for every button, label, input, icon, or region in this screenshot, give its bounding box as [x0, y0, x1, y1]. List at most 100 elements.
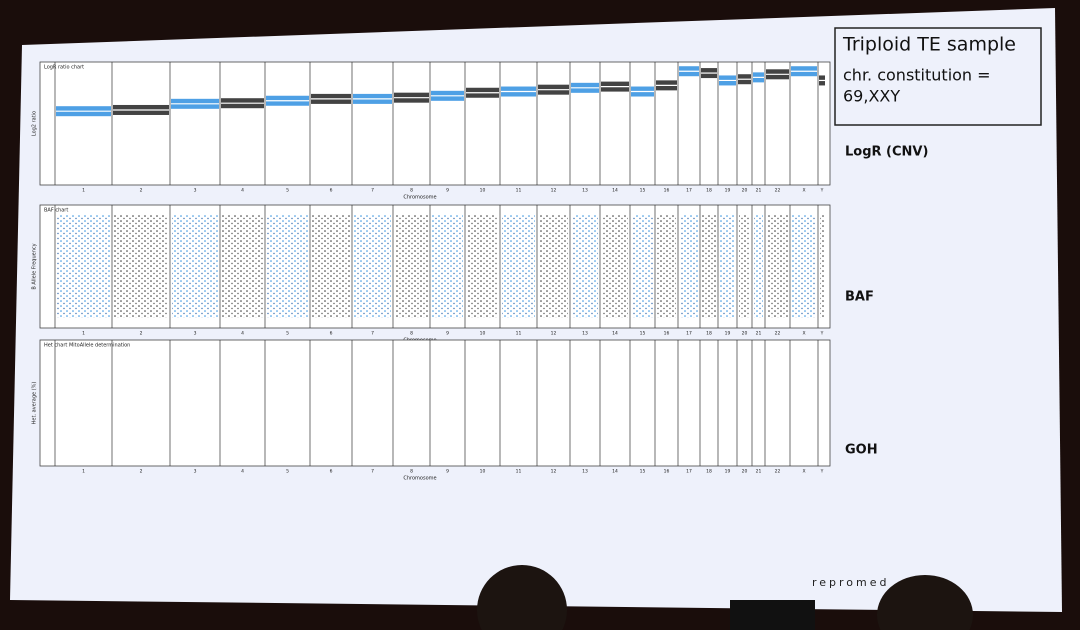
side-label: LogR (CNV) [845, 145, 928, 160]
x-axis-label: Chromosome [403, 476, 436, 482]
side-label: BAF [845, 290, 874, 305]
chromosome-label: 19 [725, 469, 731, 475]
chromosome-label: 8 [410, 188, 413, 194]
chromosome-label: 22 [775, 469, 781, 475]
chromosome-label: 2 [140, 188, 143, 194]
chromosome-label: 2 [140, 469, 143, 475]
chromosome-label: X [802, 188, 805, 194]
chromosome-label: X [802, 331, 805, 337]
chromosome-label: 19 [725, 331, 731, 337]
chromosome-label: 9 [446, 331, 449, 337]
chromosome-label: 21 [756, 469, 762, 475]
baf-texture [657, 215, 676, 318]
chromosome-label: 3 [194, 469, 197, 475]
chromosome-label: 6 [330, 469, 333, 475]
chromosome-label: 16 [664, 188, 670, 194]
y-axis-label: B Allele Frequency [32, 243, 38, 289]
panel-title: LogR ratio chart [44, 65, 84, 71]
baf-texture [820, 215, 824, 318]
chromosome-label: 6 [330, 331, 333, 337]
chromosome-label: 15 [640, 331, 646, 337]
chromosome-label: 18 [706, 188, 712, 194]
baf-texture [632, 215, 653, 318]
baf-texture [467, 215, 498, 318]
chromosome-label: 20 [742, 188, 748, 194]
chromosome-label: 7 [371, 331, 374, 337]
chromosome-label: 7 [371, 469, 374, 475]
chromosome-label: 20 [742, 469, 748, 475]
chromosome-label: 3 [194, 331, 197, 337]
y-axis-label: Log2 ratio [32, 111, 38, 136]
chromosome-label: 9 [446, 188, 449, 194]
chromosome-label: 10 [480, 188, 486, 194]
chromosome-label: 12 [551, 331, 557, 337]
chromosome-label: 14 [612, 331, 618, 337]
audience-head [477, 565, 567, 630]
chromosome-label: X [802, 469, 805, 475]
chromosome-label: 1 [82, 331, 85, 337]
chromosome-label: 18 [706, 331, 712, 337]
baf-texture [395, 215, 428, 318]
baf-texture [792, 215, 816, 318]
chromosome-label: 19 [725, 188, 731, 194]
logo: repromed [812, 576, 890, 589]
chromosome-label: 18 [706, 469, 712, 475]
chromosome-label: 10 [480, 469, 486, 475]
baf-texture [754, 215, 763, 318]
chromosome-label: 15 [640, 469, 646, 475]
chromosome-label: 13 [582, 469, 588, 475]
chromosome-label: 4 [241, 188, 244, 194]
baf-texture [57, 215, 110, 318]
chromosome-label: 10 [480, 331, 486, 337]
chromosome-label: 5 [286, 331, 289, 337]
chromosome-label: Y [820, 331, 824, 337]
chromosome-label: 17 [686, 469, 692, 475]
chromosome-label: 3 [194, 188, 197, 194]
chromosome-label: 1 [82, 469, 85, 475]
baf-texture [572, 215, 598, 318]
chromosome-label: 4 [241, 331, 244, 337]
chromosome-label: 22 [775, 331, 781, 337]
chromosome-label: 4 [241, 469, 244, 475]
baf-texture [702, 215, 716, 318]
baf-texture [680, 215, 698, 318]
baf-texture [739, 215, 750, 318]
speaker [730, 600, 815, 630]
chromosome-label: 14 [612, 469, 618, 475]
chromosome-label: 6 [330, 188, 333, 194]
x-axis-label: Chromosome [403, 195, 436, 201]
chromosome-label: 1 [82, 188, 85, 194]
panel-frame [39, 61, 831, 186]
subtitle: chr. constitution = [843, 66, 991, 85]
baf-texture [267, 215, 308, 318]
subtitle: 69,XXY [843, 87, 900, 106]
chromosome-label: 9 [446, 469, 449, 475]
baf-texture [354, 215, 391, 318]
info-box [834, 27, 1042, 126]
baf-texture [114, 215, 168, 318]
baf-texture [432, 215, 463, 318]
baf-texture [312, 215, 350, 318]
baf-texture [222, 215, 263, 318]
chromosome-label: Y [820, 188, 824, 194]
baf-texture [539, 215, 568, 318]
chromosome-label: 5 [286, 188, 289, 194]
chromosome-label: 15 [640, 188, 646, 194]
panel-frame [39, 339, 831, 467]
panel-title: BAF chart [44, 208, 68, 214]
baf-texture [767, 215, 788, 318]
chromosome-label: 12 [551, 188, 557, 194]
chromosome-label: 16 [664, 331, 670, 337]
chromosome-label: 16 [664, 469, 670, 475]
chromosome-label: 14 [612, 188, 618, 194]
chromosome-label: 21 [756, 188, 762, 194]
chromosome-label: 12 [551, 469, 557, 475]
chromosome-label: 7 [371, 188, 374, 194]
chromosome-label: 8 [410, 469, 413, 475]
chromosome-label: Y [820, 469, 824, 475]
chromosome-label: 8 [410, 331, 413, 337]
y-axis-label: Het. average (%) [32, 382, 38, 425]
chromosome-label: 11 [516, 469, 522, 475]
